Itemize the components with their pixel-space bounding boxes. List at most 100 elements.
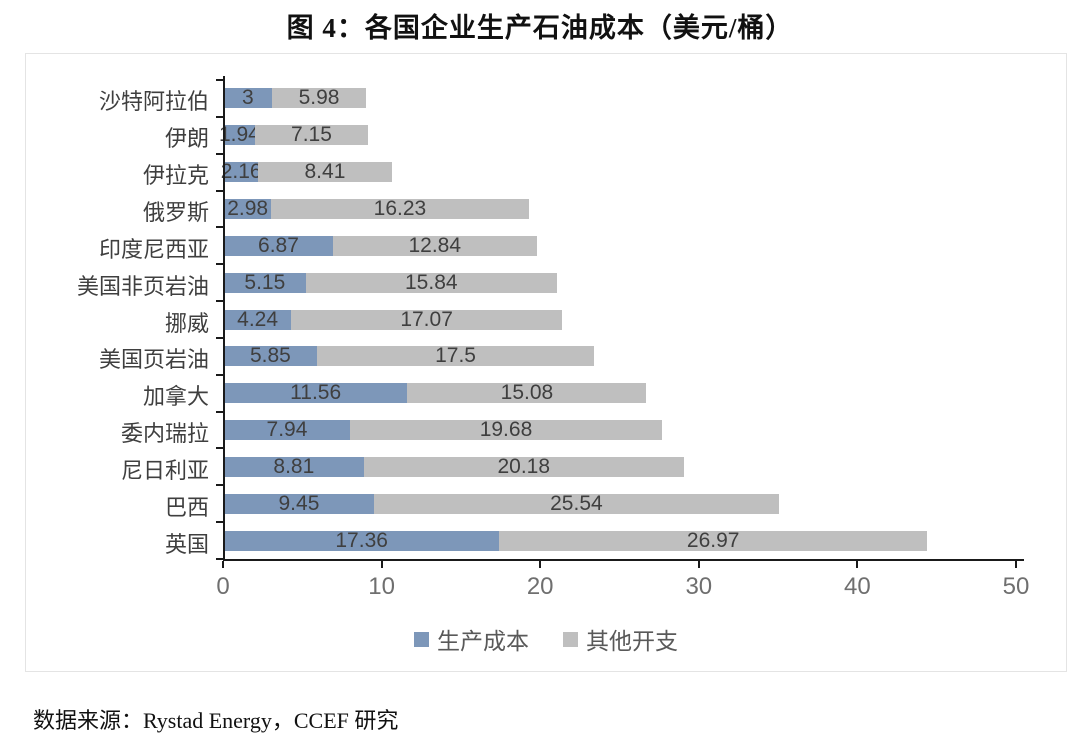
y-axis-tick [216,521,223,524]
bar-segment-production-cost [224,383,408,404]
bar-value-label: 2.16 [220,160,262,184]
bar-segment-other-expense [363,456,684,477]
bar-value-label: 26.97 [686,528,740,552]
bar-segment-production-cost [224,88,272,109]
bar-segment-production-cost [224,309,292,330]
legend-item-production-cost: 生产成本 [414,622,529,656]
x-axis-tick [1015,561,1017,568]
bar-value-label: 7.94 [266,418,308,442]
y-axis-tick [216,189,223,192]
category-label: 加拿大 [142,384,209,410]
x-axis-tick [539,561,542,568]
legend-swatch-other-expense [563,631,578,647]
legend-item-other-expense: 其他开支 [563,622,678,656]
bar-segment-production-cost [224,162,259,183]
bar-segment-production-cost [224,530,500,551]
category-label: 英国 [164,531,209,557]
bar-value-label: 7.15 [291,123,332,147]
chart-frame: 沙特阿拉伯 3 5.98 伊朗 1.94 7.15 伊拉克 2.16 8.41 俄罗斯 2.98 16… [25,53,1067,672]
category-label: 委内瑞拉 [120,421,209,447]
bar-segment-other-expense [258,162,392,183]
legend-label-production-cost: 生产成本 [437,628,529,654]
category-label: 印度尼西亚 [98,236,209,262]
y-axis-tick [216,79,223,81]
y-axis-tick [216,115,223,118]
data-source-note: 数据来源：Rystad Energy，CCEF 研究 [33,708,399,733]
y-axis-tick [216,226,223,229]
bar-segment-other-expense [407,383,647,404]
category-label: 伊拉克 [142,163,209,189]
y-axis-tick [216,410,223,413]
bar-segment-production-cost [224,272,306,293]
bar-segment-production-cost [224,235,333,256]
bar-segment-other-expense [373,493,779,514]
category-label: 巴西 [164,494,209,520]
y-axis-tick [216,373,223,376]
x-axis-tick [856,561,859,568]
x-axis-tick-label: 0 [216,573,230,600]
bar-value-label: 8.81 [273,454,315,478]
x-axis-tick [380,561,383,568]
bar-segment-other-expense [271,88,367,109]
bar-segment-other-expense [291,309,562,330]
y-axis-tick [216,152,223,155]
bar-segment-production-cost [224,198,272,219]
plot-area: 沙特阿拉伯 3 5.98 伊朗 1.94 7.15 伊拉克 2.16 8.41 俄罗斯 2.98 16… [26,54,1066,671]
bar-value-label: 19.68 [479,418,533,442]
bar-segment-production-cost [224,125,255,146]
x-axis-tick [697,561,700,568]
y-axis-tick [216,484,223,487]
bar-value-label: 20.18 [497,454,551,478]
category-label: 挪威 [164,310,209,336]
bar-value-label: 3 [241,86,254,110]
bar-value-label: 8.41 [304,160,346,184]
bar-value-label: 4.24 [237,307,279,331]
category-label: 美国非页岩油 [76,273,209,299]
y-axis-line [223,76,225,559]
bar-value-label: 17.07 [400,307,453,331]
category-label: 美国页岩油 [98,347,209,373]
category-label: 尼日利亚 [120,457,209,483]
x-axis-tick-label: 10 [368,573,395,600]
bar-value-label: 5.98 [298,86,340,110]
bar-segment-other-expense [332,235,537,256]
bar-segment-production-cost [224,346,317,367]
y-axis-tick [216,447,223,450]
y-axis-tick [216,336,223,339]
bar-value-label: 25.54 [550,491,603,515]
category-label: 伊朗 [164,126,209,152]
x-axis-line [223,559,1024,561]
x-axis-tick [222,561,224,568]
bar-value-label: 1.94 [218,123,260,147]
bar-value-label: 2.98 [227,196,269,220]
x-axis-tick-label: 30 [685,573,713,600]
bar-segment-production-cost [224,493,374,514]
bar-value-label: 16.23 [373,196,427,220]
bar-segment-other-expense [349,420,663,441]
bar-value-label: 6.87 [258,233,299,257]
bar-segment-other-expense [499,530,928,551]
bar-segment-production-cost [224,420,350,441]
y-axis-tick [216,558,223,560]
bar-segment-production-cost [224,456,364,477]
bar-value-label: 5.85 [249,344,291,368]
category-label: 沙特阿拉伯 [98,89,209,115]
bar-value-label: 15.08 [500,381,554,405]
bar-segment-other-expense [271,198,529,219]
bar-value-label: 17.5 [435,344,476,368]
bar-value-label: 9.45 [278,491,320,515]
category-label: 俄罗斯 [142,199,209,225]
chart-legend: 生产成本 其他开支 [26,622,1066,656]
bar-value-label: 5.15 [244,270,286,294]
bar-segment-other-expense [254,125,369,146]
chart-title: 图 4：各国企业生产石油成本（美元/桶） [286,13,794,43]
x-axis-tick-label: 20 [526,573,554,600]
x-axis-tick-label: 50 [1002,573,1030,600]
bar-value-label: 11.56 [290,381,342,405]
bar-value-label: 15.84 [405,270,458,294]
bar-segment-other-expense [305,272,557,293]
bar-value-label: 12.84 [408,233,462,257]
legend-label-other-expense: 其他开支 [586,628,678,654]
y-axis-tick [216,300,223,303]
